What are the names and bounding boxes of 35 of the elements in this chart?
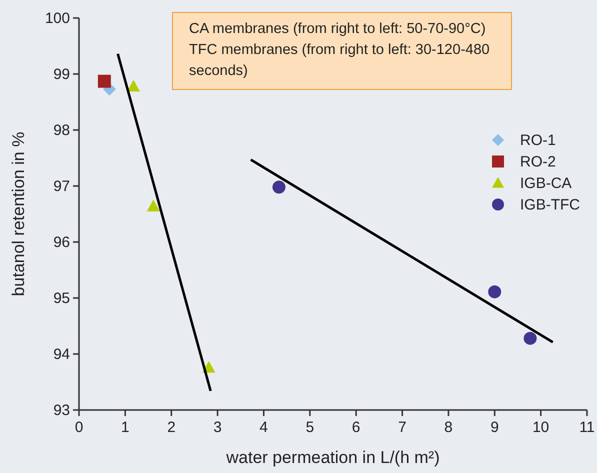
legend-label: IGB-TFC [520,196,580,214]
x-tick-label: 7 [398,419,406,436]
point [488,285,502,298]
point [524,332,537,345]
legend-label: IGB-CA [520,175,572,192]
y-tick-label: 94 [53,346,70,363]
point [126,80,140,92]
y-tick-label: 97 [53,178,70,195]
annotation: TFC membranes (from right to left: 30-120-480 seconds) [189,41,491,81]
x-tick-label: 3 [213,419,222,436]
legend-label: RO-2 [520,154,556,170]
x-tick-label: 8 [444,419,453,436]
y-tick-label: 93 [53,402,70,419]
point [98,74,111,88]
point [272,180,286,194]
annotation: CA membranes (from right to left: 50-70-90°C) [189,20,487,39]
x-tick-label: 6 [352,419,360,436]
x-tick-label: 1 [121,419,130,436]
x-tick-label: 10 [532,419,550,436]
y-tick-label: 98 [53,122,70,139]
point [146,200,160,212]
y-tick-label: 96 [53,234,70,251]
y-tick-label: 100 [44,10,70,27]
y-tick-label: 99 [53,66,70,83]
legend-label: RO-1 [520,132,556,149]
x-tick-label: 2 [167,419,176,436]
x-tick-label: 11 [579,419,595,436]
x-tick-label: 0 [74,419,84,436]
note-box: CA membranes (from right to left: 50-70-90°C) TFC membranes (from right to left: 30-120-480 seconds) [172,12,512,90]
x-tick-label: 9 [490,419,499,436]
y-tick-label: 95 [53,290,70,307]
y-axis-title: butanol retention in % [9,132,28,296]
x-tick-label: 4 [260,419,268,436]
x-axis-title: water permeation in L/(h m²) [225,448,440,467]
x-tick-label: 5 [306,419,314,436]
